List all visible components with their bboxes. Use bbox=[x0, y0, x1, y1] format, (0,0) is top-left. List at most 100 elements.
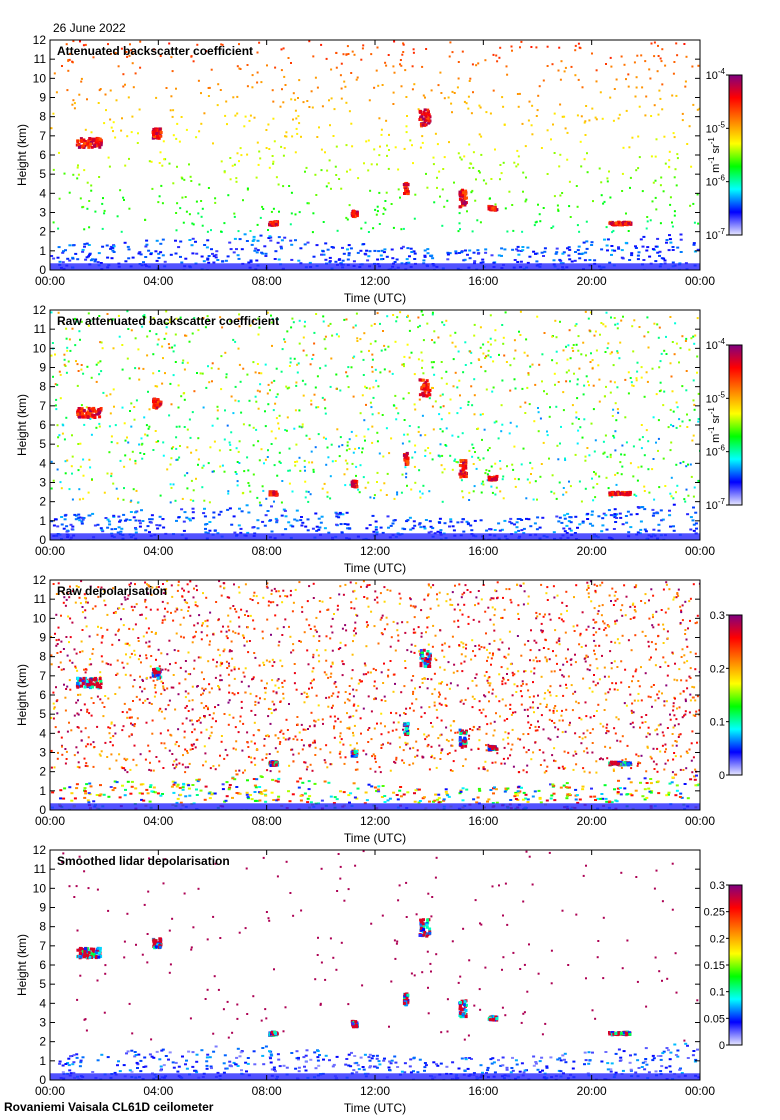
cloud-cell bbox=[152, 130, 156, 134]
noise-cell bbox=[455, 461, 458, 463]
noise-cell bbox=[479, 221, 482, 224]
noise-cell bbox=[128, 708, 131, 711]
noise-cell bbox=[352, 326, 355, 329]
noise-cell bbox=[481, 480, 484, 483]
noise-cell bbox=[615, 78, 618, 81]
noise-cell bbox=[313, 393, 316, 396]
noise-cell bbox=[262, 661, 265, 664]
noise-cell bbox=[358, 491, 361, 494]
cloud-cell bbox=[463, 201, 467, 205]
boundary-layer-cell bbox=[401, 245, 405, 248]
cloud-cell bbox=[461, 188, 464, 192]
noise-cell bbox=[182, 221, 185, 224]
noise-cell bbox=[401, 621, 404, 624]
noise-cell bbox=[309, 363, 312, 366]
boundary-layer-cell bbox=[303, 243, 307, 246]
noise-cell bbox=[650, 685, 653, 688]
noise-cell bbox=[108, 425, 111, 428]
noise-cell bbox=[287, 57, 290, 59]
noise-cell bbox=[635, 169, 638, 172]
noise-cell bbox=[65, 337, 68, 340]
noise-cell bbox=[632, 350, 635, 353]
noise-cell bbox=[193, 317, 196, 320]
cloud-cell bbox=[157, 130, 161, 133]
noise-cell bbox=[115, 674, 118, 676]
noise-cell bbox=[385, 427, 388, 430]
boundary-layer-cell bbox=[203, 244, 207, 246]
noise-cell bbox=[486, 659, 488, 662]
noise-cell bbox=[203, 678, 205, 681]
noise-cell bbox=[607, 730, 610, 733]
boundary-layer-cell bbox=[247, 511, 251, 514]
noise-cell bbox=[192, 223, 195, 226]
boundary-layer-cell bbox=[83, 243, 87, 246]
noise-cell bbox=[656, 70, 659, 73]
noise-cell bbox=[537, 407, 539, 409]
noise-cell bbox=[527, 749, 530, 751]
boundary-layer-cell bbox=[352, 260, 356, 263]
boundary-layer-cell bbox=[438, 521, 442, 524]
boundary-layer-cell bbox=[250, 243, 254, 246]
noise-cell bbox=[489, 682, 492, 685]
noise-cell bbox=[577, 418, 580, 420]
boundary-layer-cell bbox=[516, 518, 520, 520]
noise-cell bbox=[671, 225, 674, 228]
cloud-cell bbox=[403, 455, 407, 459]
noise-cell bbox=[621, 190, 624, 192]
noise-cell bbox=[659, 222, 662, 225]
boundary-layer-cell bbox=[150, 518, 154, 521]
boundary-layer-cell bbox=[347, 252, 351, 255]
noise-cell bbox=[320, 43, 323, 46]
noise-cell bbox=[502, 161, 505, 164]
noise-cell bbox=[456, 684, 459, 687]
noise-cell bbox=[396, 491, 399, 494]
boundary-layer-cell bbox=[656, 251, 660, 254]
noise-cell bbox=[474, 677, 477, 679]
noise-cell bbox=[117, 314, 120, 317]
boundary-layer-cell bbox=[568, 527, 572, 530]
boundary-layer-cell bbox=[76, 517, 80, 520]
noise-cell bbox=[230, 431, 233, 434]
noise-cell bbox=[230, 640, 233, 643]
noise-cell bbox=[108, 319, 111, 322]
boundary-layer-cell bbox=[514, 531, 518, 534]
boundary-layer-cell bbox=[191, 237, 195, 240]
boundary-layer-cell bbox=[521, 249, 525, 252]
noise-cell bbox=[594, 116, 597, 119]
noise-cell bbox=[488, 469, 491, 472]
x-tick-label: 00:00 bbox=[35, 544, 65, 558]
boundary-layer-cell bbox=[89, 259, 93, 262]
noise-cell bbox=[191, 332, 194, 335]
boundary-layer-cell bbox=[88, 514, 92, 517]
noise-cell bbox=[407, 392, 410, 395]
noise-cell bbox=[174, 610, 177, 613]
noise-cell bbox=[169, 382, 172, 385]
noise-cell bbox=[376, 210, 379, 213]
noise-cell bbox=[329, 385, 332, 388]
noise-cell bbox=[234, 340, 237, 343]
noise-cell bbox=[351, 145, 354, 148]
boundary-layer-cell bbox=[349, 247, 353, 250]
noise-cell bbox=[186, 361, 189, 364]
y-tick-label: 0 bbox=[39, 263, 46, 277]
noise-cell bbox=[402, 43, 405, 46]
boundary-layer-cell bbox=[565, 532, 569, 534]
boundary-layer-cell bbox=[658, 254, 661, 257]
noise-cell bbox=[610, 662, 613, 664]
noise-cell bbox=[461, 50, 464, 53]
noise-cell bbox=[457, 230, 460, 233]
boundary-layer-cell bbox=[411, 527, 415, 530]
boundary-layer-cell bbox=[101, 530, 105, 533]
boundary-layer-cell bbox=[423, 527, 427, 530]
boundary-layer-cell bbox=[161, 254, 165, 257]
noise-cell bbox=[388, 370, 391, 373]
noise-cell bbox=[239, 380, 242, 383]
noise-cell bbox=[166, 602, 169, 605]
noise-cell bbox=[553, 372, 556, 375]
noise-cell bbox=[648, 68, 651, 71]
noise-cell bbox=[527, 119, 530, 122]
noise-cell bbox=[612, 768, 615, 771]
noise-cell bbox=[76, 669, 79, 672]
noise-cell bbox=[392, 226, 395, 229]
boundary-layer-cell bbox=[126, 245, 130, 248]
